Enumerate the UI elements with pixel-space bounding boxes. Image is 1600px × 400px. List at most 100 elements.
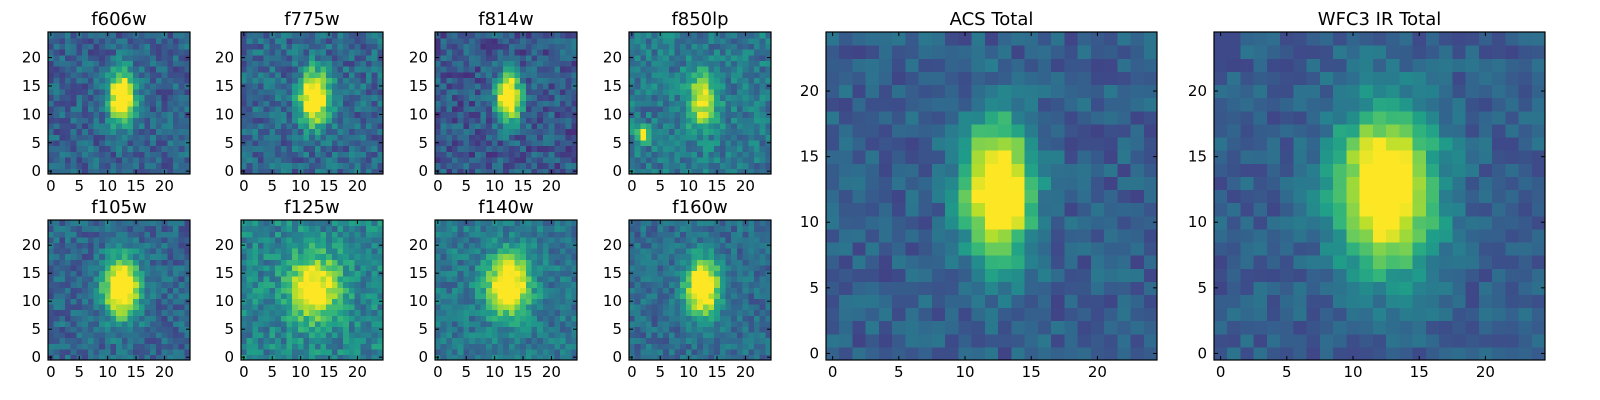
heatmap-cell [634,111,641,118]
heatmap-cell [753,139,761,147]
heatmap-cell [559,259,567,266]
heatmap-cell [337,117,344,124]
heatmap-cell [116,168,123,175]
heatmap-cells [48,32,191,175]
heatmap-cell [172,156,180,164]
heatmap-cell [571,94,578,101]
heatmap-cell [514,259,521,266]
heatmap-cell [663,94,670,101]
heatmap-cell [144,94,151,101]
heatmap-cell [127,134,134,141]
heatmap-cell [286,276,293,283]
heatmap-cell [133,134,140,141]
heatmap-cell [53,343,60,350]
heatmap-cell [263,117,270,124]
heatmap-cell [331,259,339,266]
heatmap-cell [559,225,567,232]
heatmap-cell [736,298,744,305]
heatmap-cell [53,298,60,305]
heatmap-cell [685,320,693,327]
heatmap-cell [178,354,185,361]
heatmap-cell [303,348,310,355]
heatmap-cell [53,122,60,130]
heatmap-cell [365,326,373,333]
heatmap-cell [326,326,333,333]
heatmap-cell [731,32,738,39]
heatmap-cell [76,105,83,113]
heatmap-cell [280,43,288,50]
heatmap-cell [263,162,270,169]
heatmap-cell [680,43,687,50]
heatmap-cell [503,276,510,283]
heatmap-cell [59,309,66,316]
heatmap-cell [736,105,744,113]
heatmap-cell [70,264,77,271]
heatmap-cell [326,259,333,266]
heatmap-cell [365,276,373,283]
heatmap-cell [719,281,727,288]
heatmap-cell [554,220,561,227]
heatmap-cell [753,83,761,90]
heatmap-cell [736,287,744,294]
heatmap-cell [508,32,516,39]
heatmap-cell [371,32,378,39]
heatmap-cell [337,281,344,288]
heatmap-cell [167,66,174,73]
heatmap-cell [520,49,527,56]
heatmap-cell [65,134,72,141]
heatmap-cell [668,111,676,118]
heatmap-cell [121,139,129,147]
heatmap-cell [548,225,555,232]
heatmap-cell [127,225,134,232]
heatmap-cell [491,332,499,339]
heatmap-cell [491,304,499,311]
heatmap-cell [559,156,567,164]
heatmap-cell [144,37,151,44]
heatmap-cell [82,270,89,277]
heatmap-cell [469,60,476,67]
heatmap-cell [759,320,766,327]
heatmap-cell [725,100,732,107]
heatmap-cell [343,348,350,355]
heatmap-cell [497,354,504,361]
heatmap-cell [457,253,464,260]
heatmap-cell [87,66,95,73]
heatmap-cell [365,111,373,118]
heatmap-cell [371,332,378,339]
heatmap-cell [138,54,146,61]
heatmap-cell [110,145,117,152]
heatmap-cell [548,326,555,333]
heatmap-cell [440,354,447,361]
heatmap-cell [70,248,77,255]
heatmap-cell [326,248,333,255]
heatmap-cell [343,83,350,90]
heatmap-cell [725,304,732,311]
heatmap-cell [691,320,698,327]
heatmap-cell [457,71,464,79]
heatmap-cell [480,332,487,339]
heatmap-cell [167,332,174,339]
heatmap-cell [326,287,333,294]
heatmap-cell [629,60,636,67]
heatmap-cell [491,134,499,141]
heatmap-cell [127,88,134,96]
heatmap-cell [542,276,550,283]
heatmap-cell [486,88,493,96]
heatmap-cell [161,162,168,169]
heatmap-cell [663,83,670,90]
heatmap-cell [457,332,464,339]
heatmap-cell [748,287,755,294]
heatmap-cell [663,270,670,277]
heatmap-cell [377,259,384,266]
heatmap-cell [116,32,123,39]
heatmap-cell [252,54,259,61]
heatmap-cell [70,343,77,350]
heatmap-cell [634,60,641,67]
heatmap-cell [480,292,487,299]
heatmap-cell [121,264,129,271]
heatmap-cell [65,220,72,227]
heatmap-cell [258,88,265,96]
heatmap-cell [59,151,66,158]
heatmap-cell [748,134,755,141]
heatmap-cell [326,100,333,107]
